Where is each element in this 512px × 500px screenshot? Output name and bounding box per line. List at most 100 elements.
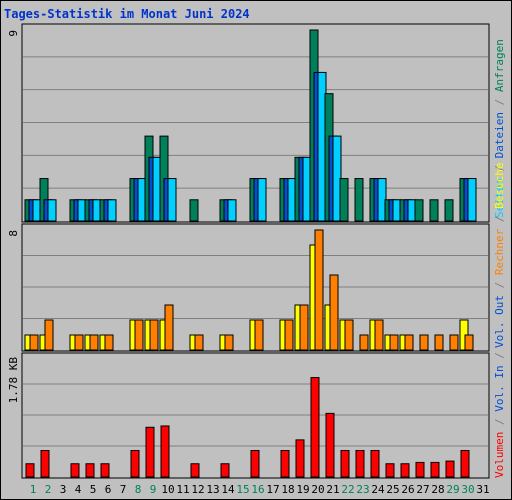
bar-seiten-day-16 xyxy=(257,178,267,222)
x-tick-label: 28 xyxy=(431,483,444,496)
x-tick-label: 9 xyxy=(150,483,157,496)
bar-rechner-day-18 xyxy=(284,319,294,351)
bar-volumen-day-21 xyxy=(325,412,335,478)
bar-rechner-day-30 xyxy=(464,334,474,351)
bar-volumen-day-18 xyxy=(280,449,290,478)
bar-anfragen-day-22 xyxy=(339,178,349,222)
bar-rechner-day-5 xyxy=(89,334,99,351)
bar-volumen-day-2 xyxy=(40,449,50,478)
bar-anfragen-day-28 xyxy=(429,199,439,222)
x-tick-label: 2 xyxy=(45,483,52,496)
legend-seiten: Seiten xyxy=(493,178,506,218)
x-tick-label: 29 xyxy=(446,483,459,496)
x-tick-label: 10 xyxy=(161,483,174,496)
x-tick-label: 13 xyxy=(206,483,219,496)
top-y-max-label: 9 xyxy=(7,30,20,37)
bar-volumen-day-23 xyxy=(355,449,365,478)
x-tick-label: 15 xyxy=(236,483,249,496)
bar-volumen-day-29 xyxy=(445,460,455,478)
bar-rechner-day-10 xyxy=(164,304,174,351)
x-tick-label: 17 xyxy=(266,483,279,496)
bar-rechner-day-9 xyxy=(149,319,159,351)
legend-anfragen: Anfragen xyxy=(493,39,506,92)
bar-seiten-day-6 xyxy=(107,199,117,222)
bar-rechner-day-12 xyxy=(194,334,204,351)
legend-rechner: Rechner xyxy=(493,228,506,275)
bar-anfragen-day-23 xyxy=(354,178,364,222)
bar-volumen-day-25 xyxy=(385,463,395,478)
x-tick-label: 6 xyxy=(105,483,112,496)
bar-seiten-day-14 xyxy=(227,199,237,222)
x-tick-label: 8 xyxy=(135,483,142,496)
bar-volumen-day-28 xyxy=(430,461,440,478)
top-side-legend: Seiten / Dateien / Anfragen xyxy=(493,39,506,218)
bar-volumen-day-14 xyxy=(220,463,230,478)
bottom-y-max-label: 1.78 KB xyxy=(7,357,20,404)
x-tick-label: 3 xyxy=(60,483,67,496)
x-tick-label: 21 xyxy=(326,483,339,496)
bar-anfragen-day-29 xyxy=(444,199,454,222)
bar-seiten-day-10 xyxy=(167,178,177,222)
bar-volumen-day-12 xyxy=(190,463,200,478)
x-tick-label: 26 xyxy=(401,483,414,496)
bar-rechner-day-19 xyxy=(299,304,309,351)
bar-rechner-day-22 xyxy=(344,319,354,351)
bar-rechner-day-23 xyxy=(359,334,369,351)
bar-anfragen-day-12 xyxy=(189,199,199,222)
bar-rechner-day-27 xyxy=(419,334,429,351)
bar-rechner-day-28 xyxy=(434,334,444,351)
bar-rechner-day-2 xyxy=(44,319,54,351)
bar-volumen-day-6 xyxy=(100,463,110,478)
bar-rechner-day-16 xyxy=(254,319,264,351)
x-tick-label: 19 xyxy=(296,483,309,496)
bar-volumen-day-20 xyxy=(310,377,320,478)
x-tick-label: 11 xyxy=(176,483,189,496)
bar-rechner-day-29 xyxy=(449,334,459,351)
legend-dateien: Dateien xyxy=(493,112,506,158)
x-tick-label: 23 xyxy=(356,483,369,496)
x-tick-label: 30 xyxy=(461,483,474,496)
bar-seiten-day-2 xyxy=(47,199,57,222)
bar-rechner-day-4 xyxy=(74,334,84,351)
x-tick-label: 25 xyxy=(386,483,399,496)
bar-rechner-day-1 xyxy=(29,334,39,351)
bar-volumen-day-1 xyxy=(25,463,35,478)
legend-vol-out: Vol. Out xyxy=(493,295,506,348)
bar-volumen-day-8 xyxy=(130,449,140,478)
bar-volumen-day-10 xyxy=(160,425,170,478)
bar-volumen-day-30 xyxy=(460,449,470,478)
x-tick-label: 7 xyxy=(120,483,127,496)
bar-volumen-day-24 xyxy=(370,449,380,478)
legend-vol-in: Vol. In xyxy=(493,365,506,411)
bar-rechner-day-6 xyxy=(104,334,114,351)
x-tick-label: 31 xyxy=(476,483,489,496)
bar-anfragen-day-27 xyxy=(414,199,424,222)
bar-volumen-day-19 xyxy=(295,439,305,478)
x-tick-label: 12 xyxy=(191,483,204,496)
x-tick-label: 22 xyxy=(341,483,354,496)
x-tick-label: 27 xyxy=(416,483,429,496)
x-tick-label: 18 xyxy=(281,483,294,496)
bar-rechner-day-20 xyxy=(314,229,324,351)
x-tick-label: 14 xyxy=(221,483,235,496)
bar-volumen-day-22 xyxy=(340,449,350,478)
chart-title: Tages-Statistik im Monat Juni 2024 xyxy=(4,7,250,21)
bar-volumen-day-4 xyxy=(70,463,80,478)
bar-volumen-day-9 xyxy=(145,426,155,478)
legend-volumen: Volumen xyxy=(493,432,506,478)
bar-rechner-day-26 xyxy=(404,334,414,351)
bar-rechner-day-21 xyxy=(329,274,339,351)
bar-rechner-day-8 xyxy=(134,319,144,351)
bar-volumen-day-16 xyxy=(250,449,260,478)
x-tick-label: 20 xyxy=(311,483,324,496)
bar-seiten-day-30 xyxy=(467,178,477,222)
bar-volumen-day-5 xyxy=(85,463,95,478)
bar-rechner-day-14 xyxy=(224,334,234,351)
middle-side-legend: Vol. Out / Rechner / Besuche xyxy=(493,163,506,348)
bar-rechner-day-25 xyxy=(389,334,399,351)
x-tick-label: 16 xyxy=(251,483,264,496)
x-tick-label: 1 xyxy=(30,483,37,496)
bottom-side-legend: Volumen / Vol. In / xyxy=(493,352,506,478)
legend-besuche: Besuche xyxy=(493,163,506,209)
